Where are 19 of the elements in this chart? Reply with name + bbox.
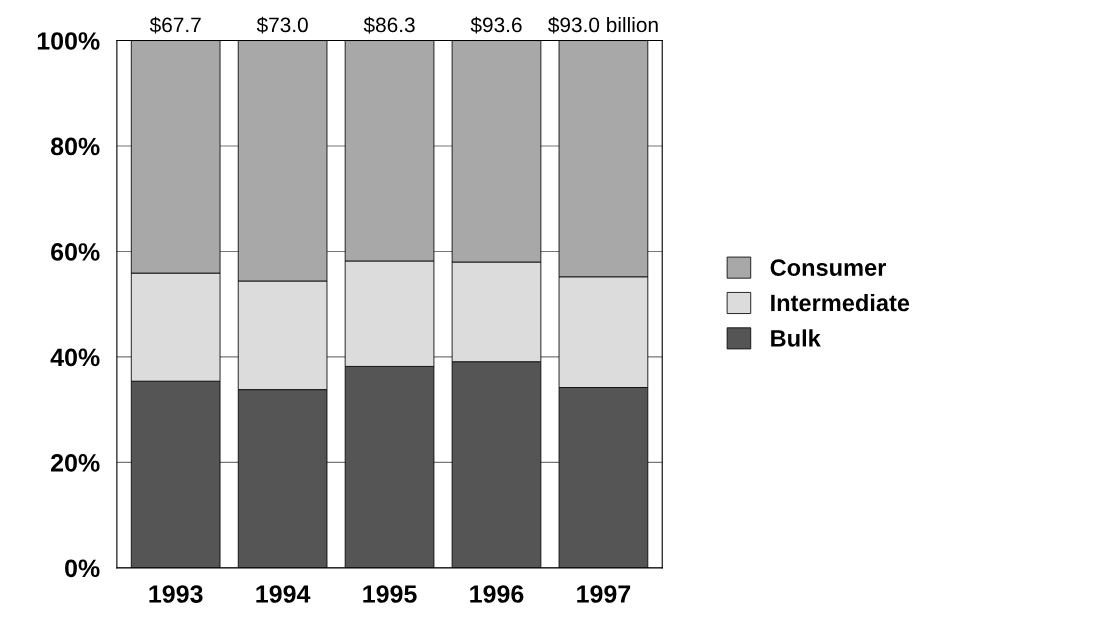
- y-tick-label: 80%: [50, 137, 100, 156]
- x-tick-label: 1995: [363, 585, 417, 603]
- annotation: $67.7: [149, 16, 201, 34]
- annotation: $93.0 billion: [548, 16, 658, 34]
- y-tick-label: 40%: [50, 348, 100, 367]
- y-tick-label: 60%: [51, 243, 100, 261]
- legend-label: Bulk: [771, 329, 821, 347]
- x-tick-label: 1997: [577, 585, 631, 603]
- x-tick-label: 1996: [470, 585, 524, 603]
- y-tick-label: 20%: [51, 453, 100, 472]
- legend-label: Intermediate: [771, 293, 910, 312]
- y-tick-label: 100%: [37, 32, 100, 50]
- annotation: $93.6: [470, 16, 522, 34]
- legend-label: Consumer: [770, 259, 887, 276]
- annotation: $73.0: [256, 16, 308, 34]
- annotation: $86.3: [363, 16, 415, 34]
- x-tick-label: 1993: [149, 585, 203, 603]
- y-tick-label: 0%: [65, 559, 100, 578]
- x-tick-label: 1994: [256, 585, 311, 603]
